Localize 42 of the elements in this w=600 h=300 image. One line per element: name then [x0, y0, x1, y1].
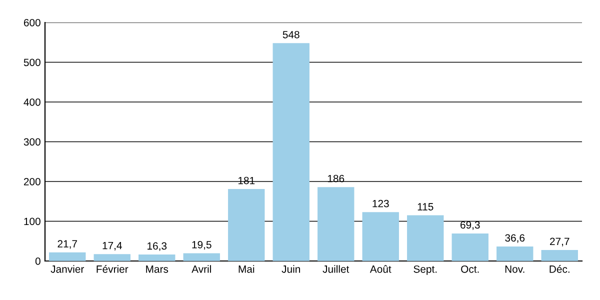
x-tick-label: Avril: [192, 265, 211, 273]
x-tick-label: Déc.: [550, 265, 570, 273]
x-tick-label: Août: [370, 265, 392, 273]
x-tick-label: Mai: [238, 265, 254, 273]
data-label: 17,4: [102, 242, 122, 250]
y-tick-label: 300: [24, 138, 40, 146]
bar: [407, 215, 444, 261]
data-label: 21,7: [58, 240, 77, 249]
bar: [49, 252, 86, 261]
bar: [318, 187, 354, 261]
data-label: 123: [372, 200, 389, 208]
bar: [138, 254, 176, 261]
y-tick-label: 100: [24, 218, 40, 226]
x-tick-label: Février: [96, 265, 128, 273]
bar: [183, 253, 220, 261]
x-tick-label: Nov.: [505, 266, 524, 273]
data-label: 548: [282, 30, 300, 38]
bar: [94, 254, 130, 261]
bar: [272, 43, 310, 261]
x-tick-label: Juillet: [322, 265, 350, 273]
x-tick-label: Juin: [282, 265, 300, 273]
data-label: 19,5: [192, 241, 212, 250]
bar: [496, 246, 534, 261]
bar: [541, 250, 578, 261]
bar: [362, 212, 399, 261]
x-tick-label: Sept.: [414, 265, 437, 275]
data-label: 27,7: [550, 238, 570, 246]
y-tick-label: 400: [24, 98, 40, 106]
x-tick-label: Janvier: [50, 265, 84, 273]
y-tick-label: 500: [24, 58, 40, 66]
data-label: 115: [418, 203, 434, 210]
y-tick-label: 200: [24, 178, 40, 186]
data-label: 36,6: [505, 234, 525, 243]
y-tick-label: 0: [35, 258, 40, 265]
data-label: 186: [328, 174, 344, 182]
y-tick-label: 600: [24, 19, 40, 26]
data-label: 69,3: [460, 221, 480, 230]
bar: [228, 189, 265, 261]
x-tick-label: Oct.: [461, 265, 479, 273]
x-tick-label: Mars: [146, 266, 168, 273]
data-label: 16,3: [148, 242, 167, 251]
bar: [452, 233, 488, 261]
